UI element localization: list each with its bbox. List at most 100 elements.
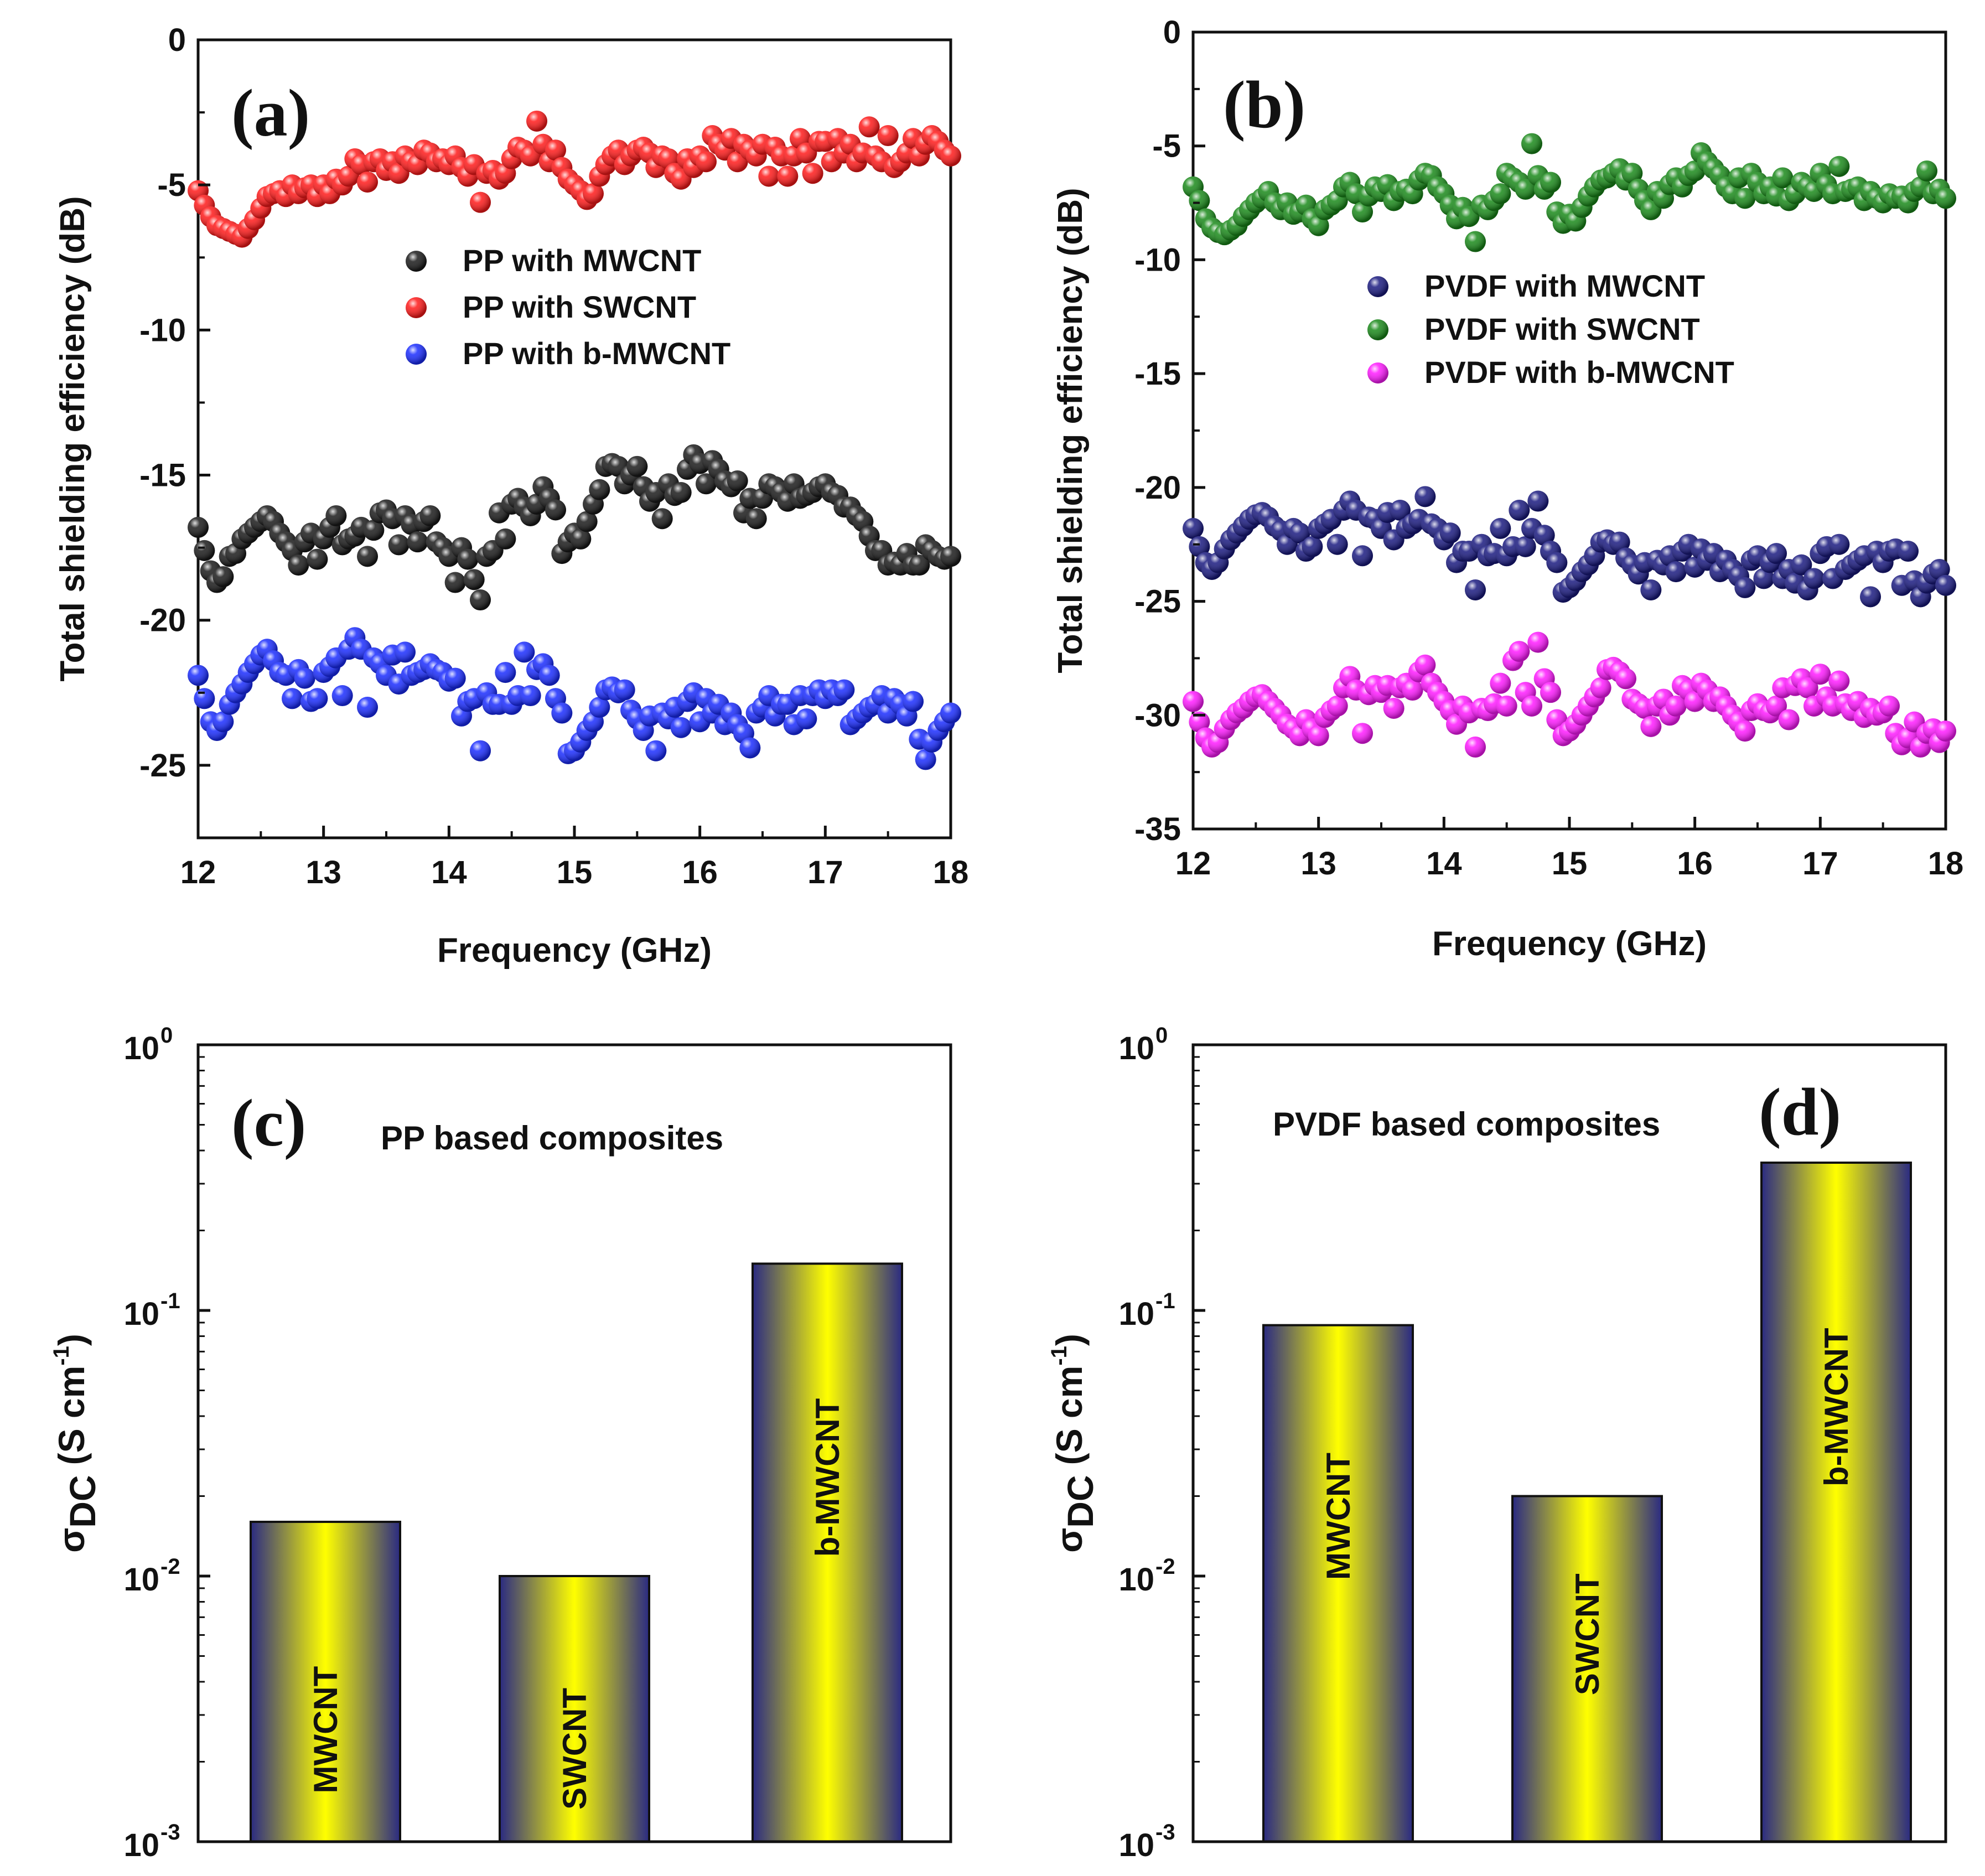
panel-a-point-shine xyxy=(570,528,592,550)
panel-b-point-s2-52 xyxy=(1509,641,1530,662)
panel-b-point-shine xyxy=(1352,723,1373,744)
panel-b-point-shine xyxy=(1791,554,1812,576)
panel-a-point-shine xyxy=(331,685,353,707)
panel-b-point-s0-103 xyxy=(1828,533,1850,555)
panel-a-point-shine xyxy=(545,139,566,161)
panel-b-point-shine xyxy=(1465,736,1486,758)
panel-a-point-shine xyxy=(307,688,328,709)
panel-a-point-shine xyxy=(915,749,936,770)
panel-a-point-shine xyxy=(645,740,667,761)
panel-b-point-shine xyxy=(1734,721,1756,742)
panel-a-point-shine xyxy=(419,505,441,526)
panel-b-point-s0-49 xyxy=(1490,517,1511,539)
panel-b-point-s2-77 xyxy=(1665,695,1687,717)
panel-a-point-shine xyxy=(670,717,692,738)
panel-a-point-shine xyxy=(739,737,761,759)
panel-a-point-s0-0 xyxy=(188,516,209,538)
panel-a-xtick-label: 18 xyxy=(933,854,969,890)
panel-b-point-shine xyxy=(1189,711,1210,733)
panel-b-point-shine xyxy=(1766,543,1787,564)
panel-a-point-s0-89 xyxy=(745,508,767,530)
panel-c-ytick-label: 10 xyxy=(123,1030,159,1066)
panel-b-ylabel: Total shielding efficiency (dB) xyxy=(1051,188,1090,673)
panel-a-points xyxy=(188,110,961,770)
panel-a-point-shine xyxy=(909,554,930,576)
panel-a-point-shine xyxy=(903,691,924,712)
panel-a-ytick-label: -5 xyxy=(157,167,186,203)
panel-b-point-s2-37 xyxy=(1414,654,1436,676)
panel-a-point-s0-45 xyxy=(470,589,491,611)
panel-a-point-s2-17 xyxy=(294,667,315,689)
panel-a-point-shine xyxy=(282,688,303,709)
panel-b-point-shine xyxy=(1383,697,1404,719)
panel-b-legend-marker-shine xyxy=(1367,276,1388,297)
panel-a-point-s0-120 xyxy=(940,546,961,567)
panel-b-point-shine xyxy=(1797,677,1818,698)
panel-c-ylabel: σDC (S cm-1) xyxy=(49,1334,103,1553)
panel-c-ylabel-symbol: σ xyxy=(51,1528,92,1553)
panel-b-legend-label: PVDF with MWCNT xyxy=(1424,268,1705,303)
panel-b-point-shine xyxy=(1898,541,1919,562)
panel-a-point-s0-64 xyxy=(589,479,610,500)
panel-a-point-s0-77 xyxy=(670,482,692,504)
panel-b-xtick-label: 16 xyxy=(1677,846,1713,882)
panel-b: 0 -5 -10 -15 -20 -25 -30 -35 12 13 14 15 16 17 18 (b)… xyxy=(1051,14,1963,963)
panel-b-point-s0-77 xyxy=(1665,561,1687,583)
panel-a-point-s0-44 xyxy=(463,569,485,590)
panel-a-point-s2-52 xyxy=(514,641,535,663)
panel-a-xtick-label: 12 xyxy=(180,854,216,890)
panel-b-point-shine xyxy=(1533,525,1555,546)
panel-a-legend-marker-shine xyxy=(406,297,427,318)
panel-b-point-shine xyxy=(1509,641,1530,662)
panel-b-point-shine xyxy=(1308,725,1329,747)
panel-b-point-shine xyxy=(1326,695,1348,717)
panel-a-point-shine xyxy=(457,548,479,570)
panel-c-ylabel-unit: (S cm xyxy=(51,1366,92,1465)
panel-b-point-shine xyxy=(1879,695,1900,717)
panel-a-label: (a) xyxy=(231,76,310,151)
panel-a-legend-marker-shine xyxy=(406,251,427,272)
panel-b-point-s2-0 xyxy=(1183,691,1204,712)
panel-a-point-shine xyxy=(589,697,610,718)
panel-d-ylabel-close: ) xyxy=(1049,1334,1090,1346)
panel-a-point-shine xyxy=(758,165,780,187)
panel-b-xticks: 12 13 14 15 16 17 18 xyxy=(1175,817,1963,882)
panel-d-plot-frame xyxy=(1191,1043,1947,1843)
panel-b-point-shine xyxy=(1734,577,1756,598)
panel-a-xtick-label: 15 xyxy=(557,854,593,890)
panel-b-legend-label: PVDF with b-MWCNT xyxy=(1424,355,1734,390)
panel-b-point-s2-27 xyxy=(1352,723,1373,744)
panel-d-ytick-base: 10 xyxy=(1118,1030,1154,1066)
panel-b-point-s0-19 xyxy=(1302,536,1323,557)
panel-d-bar-rect xyxy=(1262,1324,1414,1843)
panel-a-point-s0-28 xyxy=(363,520,385,541)
panel-a-point-s0-1 xyxy=(194,540,215,561)
panel-b-point-s0-45 xyxy=(1465,579,1486,600)
panel-a-legend-label: PP with MWCNT xyxy=(463,243,701,278)
panel-b-point-shine xyxy=(1609,531,1630,553)
panel-a-point-s2-49 xyxy=(495,662,516,683)
panel-a-ytick-label: -25 xyxy=(139,748,186,784)
panel-b-legend-label: PVDF with SWCNT xyxy=(1424,312,1700,346)
panel-a-point-s2-103 xyxy=(833,679,855,701)
panel-b-point-shine xyxy=(1183,517,1204,539)
panel-b-point-shine xyxy=(1803,568,1825,589)
panel-a-point-s0-57 xyxy=(545,499,566,521)
panel-b-point-s0-73 xyxy=(1640,579,1662,600)
panel-a-point-shine xyxy=(858,116,880,138)
panel-b-point-shine xyxy=(1402,680,1423,701)
panel-a-point-s1-81 xyxy=(696,151,717,173)
panel-c-bar-1: SWCNT xyxy=(499,1575,650,1843)
panel-b-ytick-label: -20 xyxy=(1134,470,1181,506)
panel-b-point-s1-94 xyxy=(1772,167,1794,189)
panel-a-point-s2-114 xyxy=(903,691,924,712)
panel-a: 0 -5 -10 -15 -20 -25 12 13 14 15 16 17 18 (a) PP wi… xyxy=(54,22,968,970)
panel-c-ytick-base: 10 xyxy=(123,1562,159,1598)
panel-b-point-shine xyxy=(1916,160,1937,182)
panel-c-bar-0: MWCNT xyxy=(250,1521,401,1843)
panel-a-point-s0-27 xyxy=(357,546,378,567)
panel-b-legend-marker-shine xyxy=(1367,362,1388,384)
panel-b-legend-marker-shine xyxy=(1367,319,1388,340)
panel-c-bar-2: b-MWCNT xyxy=(751,1262,903,1843)
